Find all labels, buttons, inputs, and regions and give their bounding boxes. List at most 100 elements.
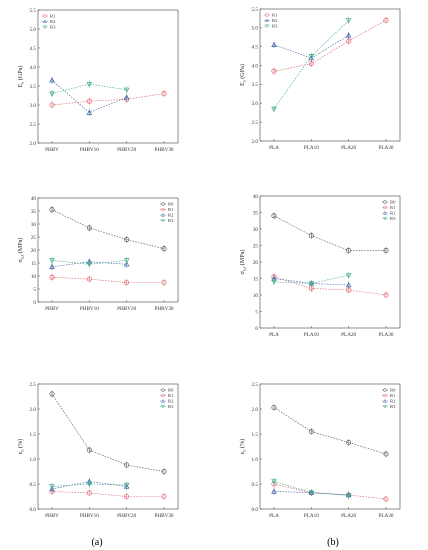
legend-marker	[383, 200, 387, 204]
y-axis-label-unit: (MPa)	[17, 237, 24, 254]
data-point	[86, 447, 92, 453]
y-axis-label-sub: a	[20, 82, 25, 84]
chart-4: 0 5 10 15 20 25 30 35 40 PLA PLA10 PLA20 PLA30 σu,t (…	[239, 194, 401, 338]
y-tick-label: 4.5	[30, 46, 37, 52]
series-R2	[49, 76, 130, 116]
legend-marker	[383, 398, 387, 403]
series-R0	[271, 404, 389, 458]
data-point	[345, 282, 352, 288]
y-axis-label-sub: u,t	[20, 254, 26, 259]
x-tick-label: PHBV	[45, 147, 59, 153]
y-tick-label: 10	[253, 293, 259, 299]
y-tick-label: 40	[31, 196, 37, 202]
plot-frame	[259, 195, 401, 329]
series-line	[51, 80, 127, 113]
y-tick-label: 35	[31, 209, 37, 215]
data-point	[123, 482, 130, 488]
legend-entry: R3	[390, 404, 396, 409]
x-tick-label: PHBV10	[80, 513, 99, 519]
y-tick-label: 5	[255, 309, 258, 315]
legend-entry: R1	[390, 205, 396, 210]
x-tick-label: PHBV20	[117, 513, 136, 519]
series-line	[51, 209, 165, 249]
series-line	[273, 215, 386, 251]
y-tick-label: 15	[31, 261, 37, 267]
x-tick-label: PHBV10	[80, 306, 99, 312]
y-axis-label: εu (%)	[239, 439, 247, 455]
y-tick-label: 2.0	[252, 139, 259, 145]
y-tick-label: 2.0	[252, 407, 259, 413]
data-point	[345, 493, 352, 499]
data-point	[271, 68, 277, 74]
data-point	[86, 109, 93, 115]
x-tick-label: PHBV	[45, 306, 59, 312]
legend-entry: R0	[390, 200, 396, 205]
legend-marker	[383, 210, 387, 215]
data-point	[383, 247, 389, 254]
data-point	[161, 279, 167, 286]
plot-frame	[259, 8, 401, 142]
data-point	[49, 77, 55, 83]
y-axis-label-sub: u,t	[242, 266, 248, 271]
series-line	[51, 491, 164, 497]
chart-2: 2.0 2.5 3.0 3.5 4.0 4.5 5.0 5.5 PLA PLA10 PLA20 PLA…	[239, 7, 401, 151]
series-R3	[271, 16, 352, 113]
y-tick-label: 2.5	[252, 382, 259, 388]
y-tick-label: 30	[31, 222, 37, 228]
legend-marker	[161, 398, 165, 403]
data-point	[49, 258, 55, 264]
data-point	[271, 479, 277, 485]
y-tick-label: 4.5	[252, 45, 259, 51]
x-tick-label: PLA30	[379, 513, 394, 519]
y-tick-label: 3.5	[252, 82, 259, 88]
legend-entry: R0	[168, 202, 174, 207]
y-axis-label-main: ε	[239, 451, 246, 454]
series-R1	[49, 90, 167, 109]
legend-marker	[383, 217, 387, 221]
data-point	[86, 481, 93, 487]
data-point	[161, 91, 167, 97]
data-point	[161, 493, 167, 500]
legend-entry: R1	[168, 393, 174, 398]
legend-marker	[161, 393, 165, 398]
y-tick-label: 0	[255, 326, 258, 332]
data-point	[346, 247, 352, 254]
y-axis-label-sub: a	[242, 80, 247, 82]
data-point	[308, 428, 314, 435]
x-tick-label: PLA	[269, 513, 279, 519]
y-tick-label: 3.0	[252, 101, 259, 107]
legend-marker	[161, 219, 165, 223]
y-tick-label: 2.5	[30, 382, 37, 388]
series-R3	[49, 257, 130, 268]
y-tick-label: 4.0	[252, 63, 259, 69]
y-tick-label: 1.5	[252, 432, 259, 438]
legend-entry: R0	[390, 388, 396, 393]
y-tick-label: 2.5	[252, 120, 259, 126]
y-tick-label: 0.0	[30, 507, 37, 513]
x-tick-label: PLA	[269, 332, 279, 338]
data-point	[345, 32, 352, 38]
data-point	[271, 488, 277, 494]
y-tick-label: 20	[253, 260, 259, 266]
chart-1: 2.0 2.5 3.0 3.5 4.0 4.5 5.0 5.5 PHBV PHBV10 PHBV20…	[17, 8, 179, 153]
y-tick-label: 40	[253, 194, 259, 200]
y-tick-label: 3.5	[30, 84, 37, 90]
y-axis-label-main: E	[239, 82, 246, 86]
legend-marker	[43, 25, 47, 30]
y-tick-label: 5.0	[252, 26, 259, 32]
data-point	[345, 273, 352, 279]
x-tick-label: PLA20	[341, 332, 356, 338]
data-point	[123, 258, 130, 264]
series-line	[51, 277, 164, 283]
caption-b: (b)	[327, 537, 339, 548]
legend-marker	[161, 212, 165, 217]
series-R0	[271, 212, 389, 254]
data-point	[124, 237, 130, 243]
data-point	[308, 490, 315, 496]
y-tick-label: 30	[253, 227, 259, 233]
series-R1	[271, 480, 389, 503]
legend-marker	[383, 393, 387, 398]
y-axis-label: Ea (GPa)	[239, 64, 247, 86]
